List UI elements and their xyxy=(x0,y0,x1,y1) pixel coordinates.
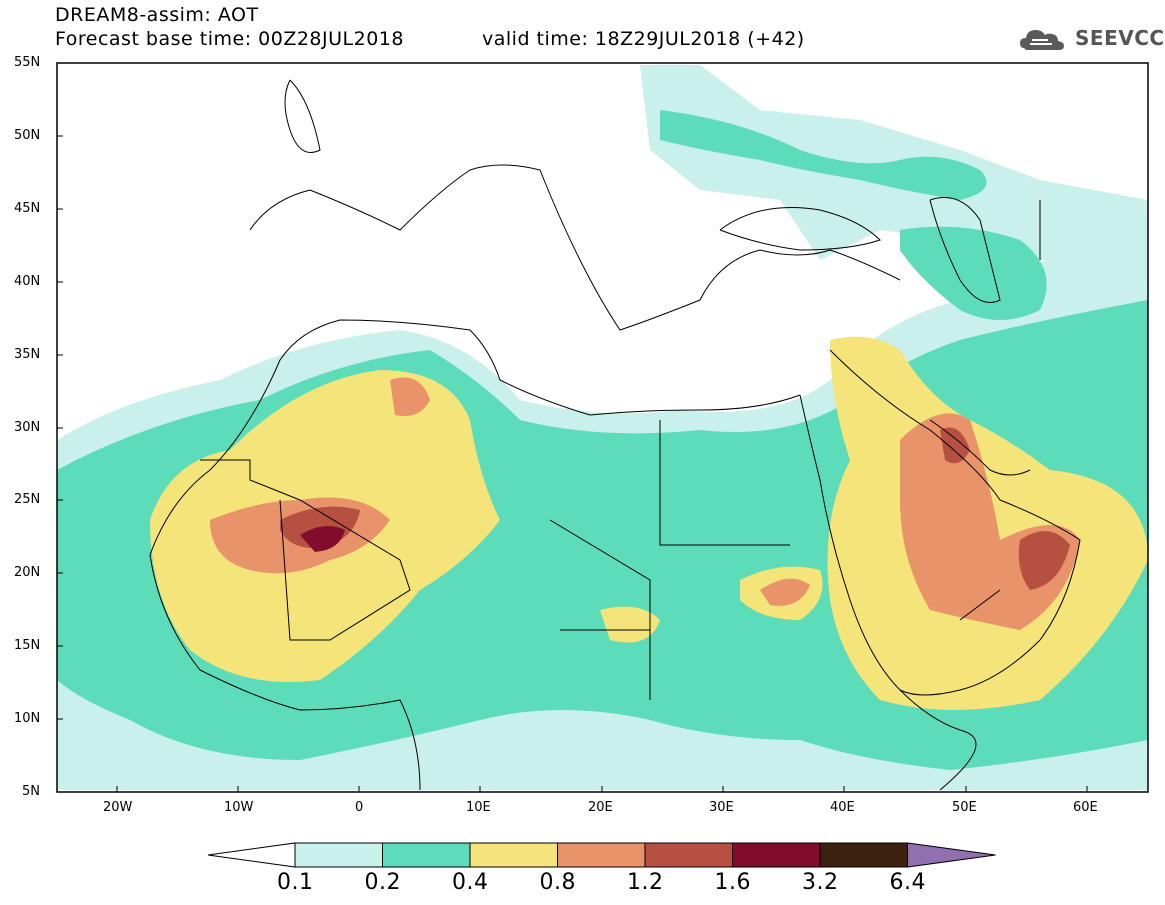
coastline-persian-gulf xyxy=(929,419,1031,476)
colorbar-label: 1.6 xyxy=(714,870,751,895)
cloud-icon xyxy=(1020,30,1064,50)
border-lines xyxy=(200,200,1041,700)
lat-label: 10N xyxy=(14,711,41,726)
colorbar-label: 1.2 xyxy=(627,870,664,895)
lat-label: 25N xyxy=(14,492,41,507)
coastline-horn xyxy=(899,689,977,791)
colorbar-swatch xyxy=(557,842,646,868)
coastline-africa-north xyxy=(149,319,801,556)
colorbar-label: 0.2 xyxy=(364,870,401,895)
colorbar-label: 0.8 xyxy=(539,870,576,895)
lon-label: 10E xyxy=(466,800,491,815)
colorbar-upper-extension xyxy=(907,842,996,868)
lat-label: 5N xyxy=(22,784,40,799)
lon-label: 10W xyxy=(224,800,254,815)
coastline-british-isles xyxy=(284,79,321,153)
lat-label: 35N xyxy=(14,347,41,362)
lon-label: 20W xyxy=(103,800,133,815)
coastline-arabia xyxy=(829,349,1081,696)
lat-label: 45N xyxy=(14,201,41,216)
lat-label: 15N xyxy=(14,638,41,653)
colorbar-label: 0.4 xyxy=(452,870,489,895)
lon-label: 60E xyxy=(1073,800,1098,815)
colorbar-swatch xyxy=(732,842,821,868)
lon-label: 20E xyxy=(588,800,613,815)
logo-text: SEEVCCC xyxy=(1075,26,1165,50)
lat-label: 50N xyxy=(14,128,41,143)
colorbar-swatch xyxy=(294,842,383,868)
lat-label: 20N xyxy=(14,565,41,580)
forecast-base-time: Forecast base time: 00Z28JUL2018 xyxy=(55,28,404,50)
coastline-red-sea xyxy=(799,394,901,691)
lon-label: 0 xyxy=(355,800,364,815)
coastline-africa-west xyxy=(149,554,421,791)
valid-time: valid time: 18Z29JUL2018 (+42) xyxy=(482,28,805,50)
map-title: DREAM8-assim: AOT xyxy=(55,4,259,26)
lon-label: 40E xyxy=(830,800,855,815)
lat-label: 30N xyxy=(14,420,41,435)
colorbar-label: 3.2 xyxy=(802,870,839,895)
lon-label: 50E xyxy=(952,800,977,815)
coastline-caspian xyxy=(929,197,1001,303)
lon-label: 30E xyxy=(709,800,734,815)
coastline-europe xyxy=(249,164,901,331)
colorbar-lower-extension xyxy=(207,842,296,868)
lat-label: 55N xyxy=(14,55,41,70)
lat-label: 40N xyxy=(14,274,41,289)
aot-contour-1.6 xyxy=(300,526,345,552)
colorbar-label: 6.4 xyxy=(889,870,926,895)
coastline-black-sea xyxy=(719,207,881,251)
colorbar-label: 0.1 xyxy=(277,870,314,895)
colorbar xyxy=(207,842,996,868)
colorbar-swatch xyxy=(644,842,733,868)
colorbar-swatch xyxy=(469,842,558,868)
colorbar-swatch xyxy=(382,842,471,868)
colorbar-swatch xyxy=(819,842,908,868)
